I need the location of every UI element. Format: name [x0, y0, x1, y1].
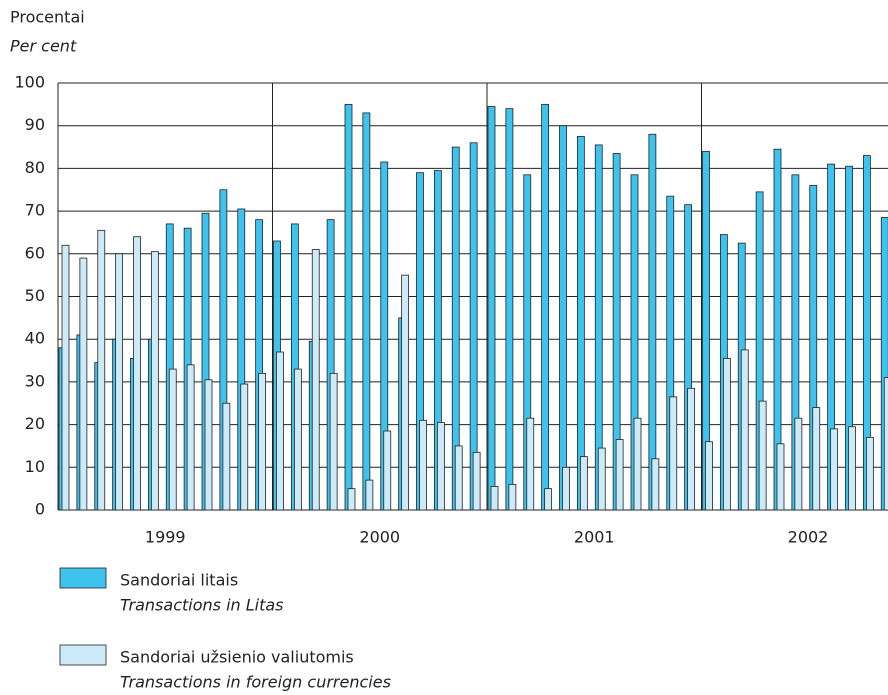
bar	[615, 439, 624, 511]
bar	[204, 379, 213, 511]
bar	[419, 419, 427, 511]
bar	[150, 251, 159, 511]
bar	[597, 447, 606, 511]
legend-label: Sandoriai užsienio valiutomis	[120, 648, 354, 667]
y-tick-label: 70	[25, 201, 45, 220]
bar	[544, 488, 553, 511]
bars	[58, 103, 888, 511]
bar	[794, 417, 803, 511]
y-tick-label: 30	[25, 371, 45, 390]
bar	[344, 103, 353, 511]
legend-swatch	[59, 567, 107, 589]
y-tick-label: 50	[25, 286, 45, 305]
bar	[722, 358, 731, 511]
bar	[436, 422, 445, 511]
bar	[776, 443, 785, 511]
x-tick-label: 2002	[788, 528, 829, 547]
bar	[633, 417, 642, 511]
x-tick-label: 2001	[574, 528, 615, 547]
bar	[240, 383, 249, 511]
legend-label-en: Transactions in Litas	[120, 596, 284, 615]
bar	[648, 133, 657, 511]
bar	[669, 396, 678, 511]
bar	[848, 426, 856, 511]
bar	[472, 451, 481, 511]
bar	[526, 417, 535, 511]
y-tick-label: 20	[25, 414, 45, 433]
bar	[311, 249, 320, 511]
bar	[576, 135, 585, 511]
y-axis-label: Procentai	[10, 8, 85, 27]
bar	[365, 479, 374, 511]
bar	[79, 257, 88, 511]
bar	[687, 387, 696, 511]
bar	[168, 368, 177, 511]
bar	[830, 428, 839, 511]
bar	[61, 244, 70, 511]
bar	[758, 400, 767, 511]
bar	[865, 437, 874, 511]
y-axis-label-en: Per cent	[10, 37, 77, 56]
bar	[133, 236, 141, 511]
bar	[347, 488, 356, 511]
x-tick-label: 1999	[145, 528, 186, 547]
bar	[651, 458, 660, 511]
y-tick-label: 60	[25, 243, 45, 262]
bar	[186, 364, 195, 511]
y-tick-label: 0	[35, 500, 45, 519]
y-tick-label: 80	[25, 158, 45, 177]
bar	[705, 441, 713, 511]
bar	[383, 430, 392, 511]
bar	[97, 229, 106, 511]
legend-swatch	[59, 644, 107, 666]
legend-label-en: Transactions in foreign currencies	[120, 673, 391, 692]
bar	[508, 483, 517, 511]
bar	[454, 445, 463, 511]
legend-label: Sandoriai litais	[120, 571, 238, 590]
bar	[401, 274, 410, 511]
bar	[487, 106, 496, 511]
y-tick-label: 40	[25, 329, 45, 348]
bar	[362, 112, 371, 511]
bar	[490, 486, 499, 511]
bar	[293, 368, 302, 511]
x-tick-label: 2000	[359, 528, 400, 547]
y-tick-label: 100	[14, 73, 45, 92]
y-tick-label: 90	[25, 115, 45, 134]
bar	[222, 402, 231, 511]
bar	[812, 407, 821, 511]
y-tick-label: 10	[25, 457, 45, 476]
bar	[740, 349, 749, 511]
bar	[115, 253, 124, 511]
bar	[329, 372, 338, 511]
bar	[579, 456, 588, 511]
bar	[258, 372, 267, 511]
bar	[505, 108, 514, 511]
bar	[541, 103, 550, 511]
bar	[276, 351, 284, 511]
bar	[559, 125, 567, 511]
bar	[562, 466, 570, 511]
bar	[883, 377, 888, 511]
